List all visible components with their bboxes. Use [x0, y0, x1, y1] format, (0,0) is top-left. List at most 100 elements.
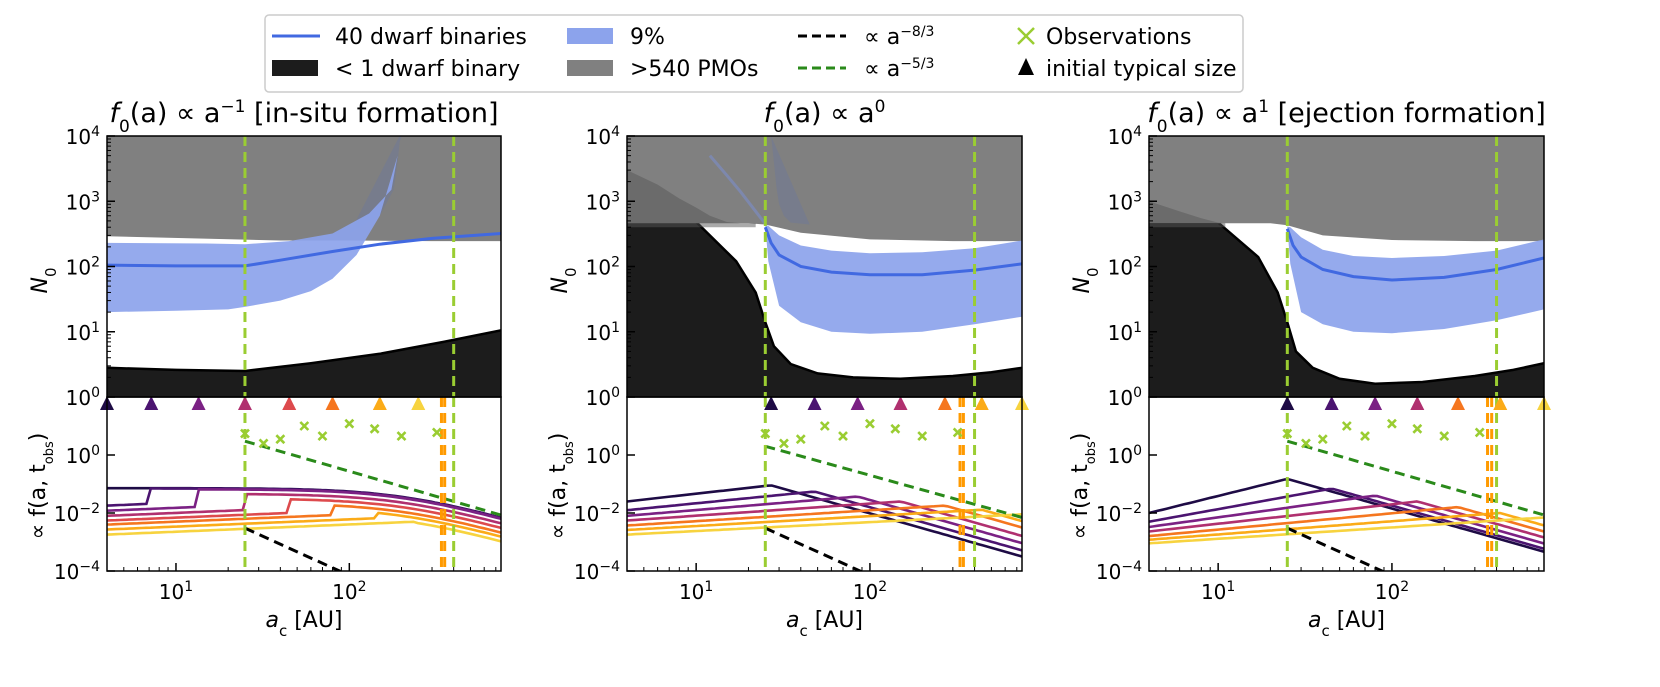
initial-size-triangle — [1410, 396, 1425, 410]
legend: 40 dwarf binaries < 1 dwarf binary 9% >540 … — [264, 14, 1244, 93]
legend-item: >540 PMOs — [567, 57, 758, 82]
obs-x-b — [275, 434, 286, 445]
ytick-label-bottom: 100 — [1108, 443, 1142, 468]
binary-band — [107, 136, 402, 313]
initial-size-triangle — [1368, 396, 1383, 410]
family-curve-3 — [627, 495, 1022, 545]
ytick-label-bottom: 10−4 — [54, 559, 100, 584]
ytick-label-top: 101 — [586, 320, 620, 345]
bottom-plot — [107, 397, 501, 571]
initial-size-triangle — [282, 396, 297, 410]
legend-item: < 1 dwarf binary — [272, 57, 520, 82]
legend-label: < 1 dwarf binary — [335, 57, 520, 82]
binary-median — [763, 226, 1022, 277]
family-curve-1 — [1149, 478, 1544, 553]
family-curve-7 — [627, 513, 1022, 536]
observation-point — [258, 438, 269, 449]
bottom-frame — [106, 396, 502, 572]
initial-size-triangle — [807, 396, 822, 410]
observation-point — [396, 431, 407, 441]
panel-title: f0(a) ∝ a0 — [764, 97, 886, 137]
dwarf-region — [627, 222, 1022, 397]
ytick-label-top: 102 — [586, 255, 620, 280]
xtick-label: 101 — [1201, 579, 1235, 604]
ytick-label-top: 100 — [586, 385, 620, 410]
ytick-label-top: 100 — [1108, 385, 1142, 410]
dwarf-boundary — [627, 220, 1022, 381]
pmo-region — [107, 136, 501, 242]
family-curve-5 — [1149, 505, 1544, 538]
observation-point — [779, 438, 789, 449]
obs-x-b — [1387, 418, 1397, 429]
ytick-label-top: 102 — [1108, 255, 1142, 280]
ylabel-top: N0 — [28, 267, 60, 293]
xlabel: ac [AU] — [786, 608, 863, 640]
legend-label: >540 PMOs — [630, 57, 758, 82]
bottom-frame — [1148, 396, 1545, 572]
ytick-label-bottom: 10−2 — [574, 501, 620, 526]
ytick-label-top: 101 — [1108, 320, 1142, 345]
panels: 100 101 102 103 104 10−4 10−2 100 101 102 f0(a) ∝ … — [26, 97, 1551, 640]
observation-point — [1474, 427, 1485, 438]
observation-point — [1282, 428, 1293, 439]
legend-label: ∝ a−8/3 — [864, 24, 934, 50]
ylabel-bottom: ∝ f(a, tobs) — [1068, 433, 1099, 540]
observation-point — [1412, 423, 1423, 434]
observation-point — [890, 423, 901, 434]
initial-size-triangle — [937, 396, 952, 410]
ytick-label-top: 103 — [1108, 189, 1142, 214]
observation-point — [1317, 434, 1328, 445]
ytick-label-top: 100 — [66, 385, 100, 410]
family-curve-7 — [107, 511, 501, 538]
family-curve-3 — [107, 488, 501, 521]
ytick-label-top: 102 — [66, 255, 100, 280]
legend-item: ∝ a−5/3 — [798, 56, 934, 82]
obs-x-b — [795, 434, 806, 445]
legend-label: 9% — [630, 25, 665, 50]
binary-median-faint — [708, 154, 767, 225]
obs-x-b — [299, 421, 310, 431]
ylabel-bottom: ∝ f(a, tobs) — [26, 433, 57, 540]
family-curve-8 — [107, 520, 501, 543]
legend-label: 40 dwarf binaries — [335, 25, 527, 50]
observation-point — [917, 431, 928, 441]
obs-x-b — [1360, 431, 1370, 441]
ytick-label-top: 104 — [66, 124, 100, 149]
observation-point — [1301, 438, 1311, 449]
dwarf-boundary — [107, 329, 501, 373]
obs-x-b — [344, 418, 355, 429]
ylabel-top: N0 — [548, 267, 580, 293]
panel-title: f0(a) ∝ a1 [ejection formation] — [1147, 97, 1546, 137]
power-law-53 — [244, 439, 501, 517]
initial-size-triangle — [237, 396, 252, 410]
legend-label: initial typical size — [1046, 57, 1237, 82]
ytick-label-bottom: 10−2 — [54, 501, 100, 526]
top-plot — [1149, 136, 1544, 397]
obs-x-b — [369, 423, 380, 434]
ytick-label-top: 104 — [1108, 124, 1142, 149]
ytick-label-top: 104 — [586, 124, 620, 149]
initial-size-triangle — [144, 396, 159, 410]
ylabel-bottom: ∝ f(a, tobs) — [546, 433, 577, 540]
initial-size-triangle — [1280, 396, 1295, 410]
bottom-plot — [627, 397, 1022, 571]
xlabel: ac [AU] — [265, 608, 342, 640]
obs-x-b — [838, 431, 848, 441]
initial-size-triangle — [372, 396, 387, 410]
pmo-spike — [771, 136, 810, 225]
obs-x-b — [760, 428, 771, 439]
obs-x-b — [1439, 431, 1450, 441]
obs-x-b — [1317, 434, 1328, 445]
initial-size-triangle — [764, 396, 779, 410]
family-curve-4 — [1149, 500, 1544, 539]
family-curve-2 — [627, 490, 1022, 552]
xtick-label: 101 — [679, 579, 713, 604]
observation-point — [1387, 418, 1397, 429]
obs-x-b — [317, 431, 328, 441]
obs-x-b — [917, 431, 928, 441]
initial-size-triangle — [1451, 396, 1466, 410]
initial-size-triangle — [411, 396, 426, 410]
pmo-region — [1149, 136, 1544, 242]
observation-point — [819, 421, 830, 431]
